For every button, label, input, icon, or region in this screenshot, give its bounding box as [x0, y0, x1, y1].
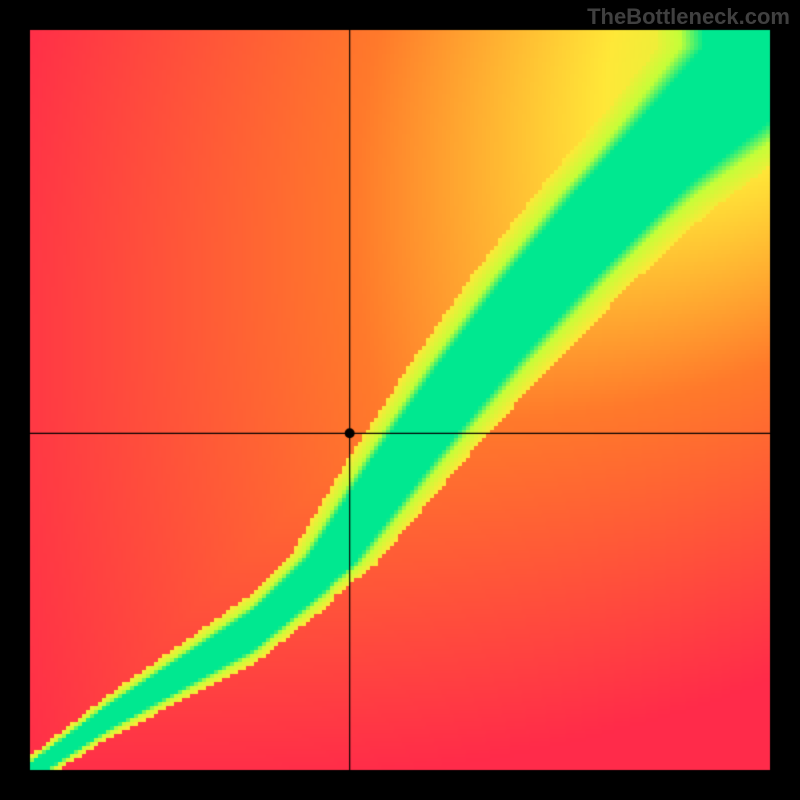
heatmap-canvas: [0, 0, 800, 800]
chart-container: TheBottleneck.com: [0, 0, 800, 800]
watermark-text: TheBottleneck.com: [587, 4, 790, 30]
